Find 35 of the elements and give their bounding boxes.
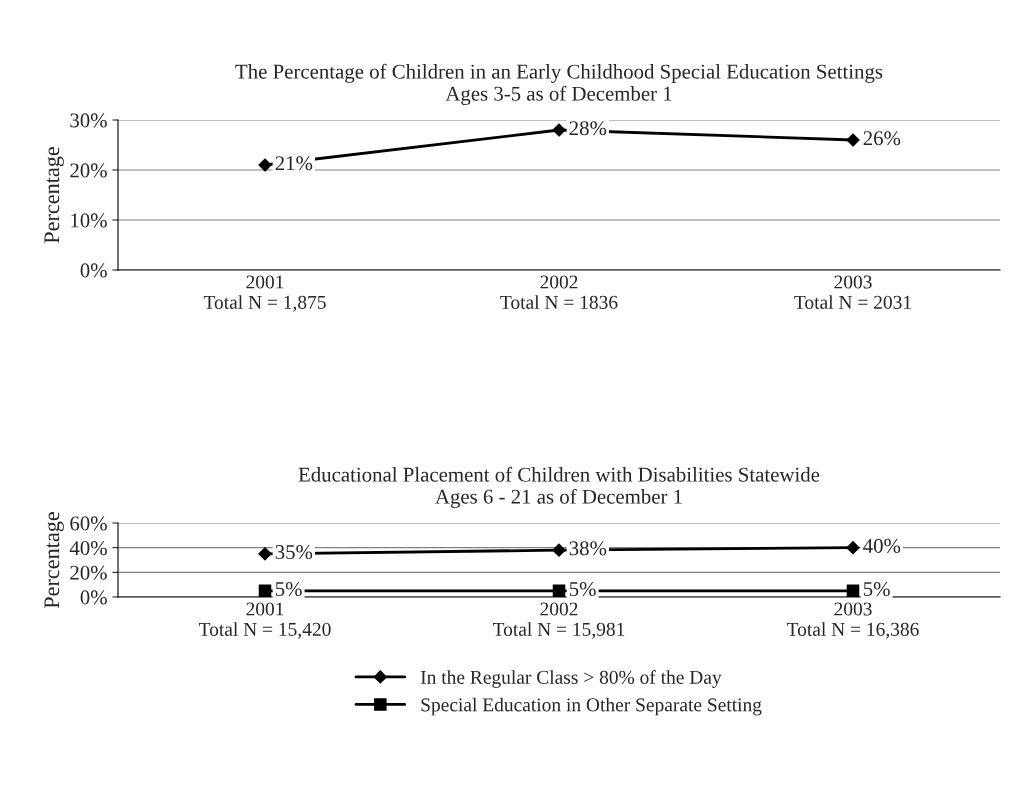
- legend-label: Special Education in Other Separate Setting: [421, 697, 762, 716]
- y-tick-label: 0%: [80, 590, 107, 605]
- data-label: 21%: [275, 156, 313, 171]
- point: [258, 547, 272, 561]
- point: [846, 541, 860, 555]
- point: [552, 123, 566, 137]
- data-label: 26%: [863, 131, 901, 146]
- y-tick-label: 10%: [71, 213, 107, 228]
- data-label: 5%: [863, 581, 890, 597]
- chart-title: Educational Placement of Children with Disabilities Statewide Ages 6 - 21 as of December 1: [298, 466, 820, 509]
- y-tick-label: 0%: [80, 263, 107, 278]
- data-label: 28%: [569, 121, 607, 136]
- y-tick-label: 30%: [70, 113, 107, 128]
- data-label: 5%: [275, 581, 302, 597]
- point: [846, 133, 860, 147]
- data-label: 35%: [275, 544, 313, 560]
- x-tick-label: 2002 Total N = 15,981: [492, 602, 625, 639]
- y-tick-label: 20%: [70, 163, 107, 178]
- data-label: 40%: [863, 538, 901, 553]
- y-tick-label: 20%: [70, 565, 107, 580]
- x-tick-label: 2001 Total N = 15,420: [198, 602, 331, 639]
- y-tick-label: 40%: [69, 541, 107, 556]
- y-axis-title: Percentage: [44, 147, 64, 244]
- data-label: 38%: [569, 541, 607, 556]
- x-tick-label: 2001 Total N = 1,875: [203, 275, 326, 312]
- y-tick-label: 60%: [70, 516, 107, 531]
- legend-label: In the Regular Class > 80% of the Day: [420, 670, 722, 688]
- y-axis-title: Percentage: [44, 512, 64, 609]
- data-label: 5%: [569, 581, 596, 597]
- point: [258, 158, 272, 172]
- x-tick-label: 2002 Total N = 1836: [500, 275, 618, 309]
- chart-title: The Percentage of Children in an Early Childhood Special Education Settings Ages 3-5 as of December 1: [235, 63, 883, 106]
- x-tick-label: 2003 Total N = 2031: [794, 275, 911, 309]
- x-tick-label: 2003 Total N = 16,386: [786, 602, 919, 639]
- point: [552, 543, 566, 557]
